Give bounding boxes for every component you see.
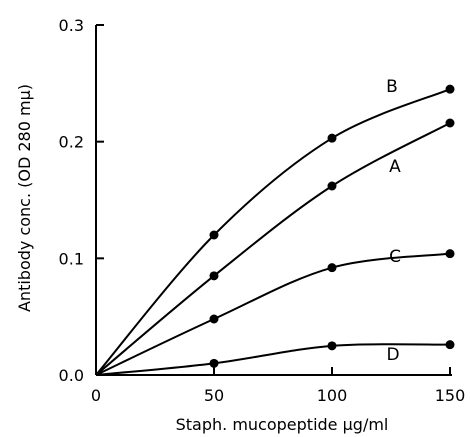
x-tick-label: 100 (317, 386, 348, 405)
data-point-D (327, 341, 337, 351)
data-point-A (327, 181, 337, 191)
x-tick-label: 0 (91, 386, 101, 405)
axes: 0 50 100 150 0.0 0.1 0.2 0.3 (59, 16, 466, 405)
y-tick-label: 0.2 (59, 133, 84, 152)
series-lines (95, 88, 451, 376)
data-point-A (445, 118, 455, 128)
series-line-B (95, 88, 451, 376)
series-label-C: C (389, 247, 401, 267)
series-label-D: D (386, 345, 399, 365)
data-point-B (327, 133, 337, 143)
series-line-C (95, 252, 451, 376)
y-tick-label: 0.1 (59, 249, 84, 268)
data-point-D (209, 358, 219, 368)
data-point-A (209, 271, 219, 281)
y-axis-title: Antibody conc. (OD 280 mμ) (15, 84, 34, 312)
data-point-D (445, 340, 455, 350)
series-points (209, 84, 455, 368)
x-tick-label: 150 (435, 386, 466, 405)
series-line-A (95, 122, 451, 376)
x-axis-title: Staph. mucopeptide μg/ml (176, 415, 389, 434)
series-label-A: A (389, 157, 401, 177)
y-tick-label: 0.0 (59, 366, 84, 385)
series-line-D (95, 343, 451, 376)
x-tick-label: 50 (204, 386, 224, 405)
series-labels: B A C D (386, 77, 401, 365)
data-point-B (445, 84, 455, 94)
y-tick-label: 0.3 (59, 16, 84, 35)
data-point-C (209, 314, 219, 324)
series-label-B: B (386, 77, 398, 97)
data-point-C (445, 249, 455, 259)
data-point-B (209, 230, 219, 240)
data-point-C (327, 263, 337, 273)
